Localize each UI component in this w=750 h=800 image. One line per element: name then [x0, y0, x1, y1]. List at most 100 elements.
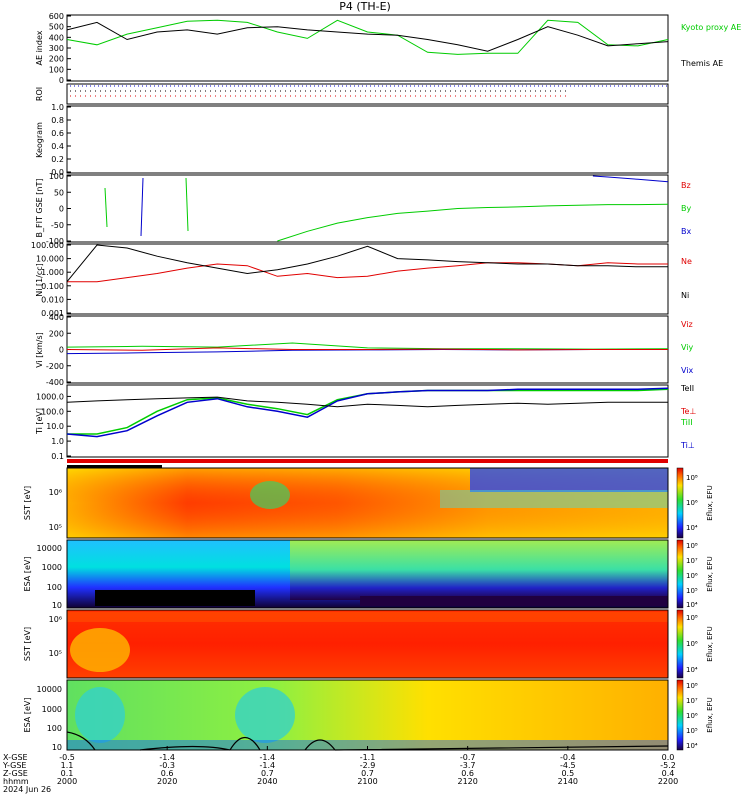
ti-ytick-tick-label-0: 0.1: [51, 452, 64, 461]
colorbar-sst-ion-tick-1: 10⁶: [686, 499, 698, 507]
b-ytick-tick-label-2: 0: [59, 205, 64, 214]
xaxis-tick-x-5: -0.4: [560, 753, 576, 762]
ni-ytick-tick-label-4: 10.000: [36, 255, 64, 264]
legend-tiperp: Ti⊥: [680, 441, 695, 450]
esa-ion-ytick-3: 10000: [37, 544, 62, 553]
legend-vix: Vix: [681, 366, 694, 375]
xaxis-tick-y-5: -4.5: [560, 761, 576, 770]
ti-ytick-tick-label-4: 1000.0: [36, 392, 64, 401]
panel-b-ylabel: B_FIT GSE [nT]: [35, 179, 44, 238]
panel-keogram-yticks: 0.0 0.2 0.4 0.6 0.8 1.0: [51, 103, 71, 177]
xaxis-label-hhmm: hhmm: [3, 777, 29, 786]
colorbar-esa-ion-tick-1: 10⁵: [686, 587, 698, 595]
series-tepar-line: [66, 396, 668, 408]
xaxis-tick-t-0: 2000: [57, 777, 77, 786]
b-ytick-tick-label-1: -50: [51, 221, 64, 230]
xaxis-tick-y-4: -3.7: [460, 761, 476, 770]
ae-ytick-tick-label-2: 200: [49, 55, 64, 64]
colorbar-esa-electron-tick-2: 10⁶: [686, 712, 698, 720]
xaxis-tick-t-5: 2140: [558, 777, 578, 786]
esa-ion-ytick-1: 100: [47, 583, 62, 592]
esa-electron-ytick-3: 10000: [37, 685, 62, 694]
ni-ytick-tick-label-1: 0.010: [41, 295, 64, 304]
panel-ae-ylabel: AE index: [35, 30, 44, 65]
xaxis-tick-z-1: 0.6: [161, 769, 174, 778]
xaxis-label-zgse: Z-GSE: [3, 769, 28, 778]
sst-ion-frame: [66, 467, 669, 539]
xaxis-label-date: 2024 Jun 26: [3, 785, 51, 794]
flag-bar-red: [67, 459, 668, 463]
keogram-ytick-tick-label-4: 0.8: [51, 116, 64, 125]
esa-electron-spectrogram: [67, 680, 668, 750]
ni-ytick-tick-label-2: 0.100: [41, 282, 64, 291]
vi-ytick-tick-label-0: -400: [46, 378, 64, 387]
panel-b-yticks: -100 -50 0 50 100: [46, 172, 71, 246]
legend-kyoto-ae: Kyoto proxy AE: [681, 23, 741, 32]
xaxis-label-ygse: Y-GSE: [2, 761, 26, 770]
esa-ion-black-band: [95, 590, 255, 606]
colorbar-esa-electron-tick-0: 10⁴: [686, 742, 698, 750]
ae-ytick-tick-label-4: 400: [49, 33, 64, 42]
colorbar-esa-electron: [676, 679, 684, 751]
xaxis-tick-z-5: 0.5: [561, 769, 574, 778]
vi-ytick-tick-label-4: 400: [49, 313, 64, 322]
xaxis-tick-z-0: 0.1: [61, 769, 74, 778]
panel-ti-frame: [66, 384, 669, 458]
panel-ni-ylabel: Ni [1/cc]: [35, 263, 44, 297]
xaxis-tick-z-2: 0.7: [261, 769, 274, 778]
xaxis-tick-x-1: -1.4: [159, 753, 175, 762]
ti-ytick-tick-label-1: 1.0: [51, 437, 64, 446]
xaxis-tick-y-6: -5.2: [660, 761, 676, 770]
colorbar-esa-ion-label: Eflux, EFU: [706, 556, 714, 591]
ni-ytick-tick-label-3: 1.000: [41, 268, 64, 277]
esa-ion-ytick-0: 10: [52, 601, 62, 610]
keogram-ytick-tick-label-2: 0.4: [51, 142, 64, 151]
ae-ytick-tick-label-5: 500: [49, 23, 64, 32]
b-ytick-tick-label-0: -100: [46, 237, 64, 246]
xaxis-tick-z-6: 0.4: [662, 769, 675, 778]
panel-ti-yticks: 0.1 1.0 10.0 100.0 1000.0: [36, 392, 71, 461]
xaxis-tick-t-2: 2040: [257, 777, 277, 786]
plot-title: P4 (TH-E): [339, 0, 391, 13]
panel-temperature: Ti [eV] 0.1 1.0 10.0 100.0 1000.0 TeII Te⊥ T…: [35, 384, 696, 461]
xaxis-tick-y-2: -1.4: [260, 761, 276, 770]
panel-keogram-frame: [66, 105, 669, 174]
panel-roi-frame: [66, 83, 669, 105]
x-axis: X-GSE Y-GSE Z-GSE hhmm 2024 Jun 26 -0.51…: [2, 746, 678, 794]
panel-keogram: Keogram 0.0 0.2 0.4 0.6 0.8 1.0: [35, 103, 669, 177]
esa-electron-cyan-blob-1: [75, 687, 125, 743]
panel-sst-ion: SST [eV] 10⁶ 10⁵ Eflux, EFU 10⁸ 10⁶ 10⁴: [23, 467, 714, 539]
xaxis-tick-y-0: 1.1: [61, 761, 74, 770]
legend-tepar: TeII: [680, 384, 694, 393]
panel-ti-ylabel: Ti [eV]: [35, 408, 44, 435]
bx-early-segment: [140, 177, 144, 237]
colorbar-sst-ion-label: Eflux, EFU: [706, 485, 714, 520]
colorbar-sst-electron-tick-2: 10⁸: [686, 614, 698, 622]
sst-electron-yellow-patch: [70, 628, 130, 672]
colorbar-sst-ion-tick-0: 10⁴: [686, 524, 698, 532]
panel-roi-ylabel: ROI: [35, 87, 44, 101]
panel-esa-electron: ESA [eV] 10000 1000 100 10 Eflux, EFU 10…: [23, 679, 714, 752]
keogram-ytick-tick-label-3: 0.6: [51, 129, 64, 138]
legend-themis-ae: Themis AE: [680, 59, 723, 68]
ti-ytick-tick-label-2: 10.0: [46, 422, 64, 431]
legend-ni: Ni: [681, 291, 689, 300]
colorbar-esa-ion: [676, 539, 684, 609]
xaxis-tick-y-1: -0.3: [159, 761, 175, 770]
colorbar-esa-electron-label: Eflux, EFU: [706, 697, 714, 732]
colorbar-esa-ion-tick-2: 10⁶: [686, 572, 698, 580]
vi-ytick-tick-label-2: 0: [59, 346, 64, 355]
legend-bz: Bz: [681, 181, 691, 190]
colorbar-esa-electron-tick-1: 10⁵: [686, 727, 698, 735]
xaxis-tick-x-0: -0.5: [59, 753, 75, 762]
colorbar-sst-electron-label: Eflux, EFU: [706, 626, 714, 661]
xaxis-tick-x-6: 0.0: [662, 753, 675, 762]
sst-ion-green-patch: [250, 481, 290, 509]
keogram-ytick-tick-label-5: 1.0: [51, 103, 64, 112]
panel-ni-yticks: 0.001 0.010 0.100 1.000 10.000 100.000: [31, 241, 71, 318]
ni-ytick-tick-label-0: 0.001: [41, 309, 64, 318]
series-themis-ae-line: [66, 21, 669, 52]
esa-electron-ylabel: ESA [eV]: [23, 698, 32, 733]
